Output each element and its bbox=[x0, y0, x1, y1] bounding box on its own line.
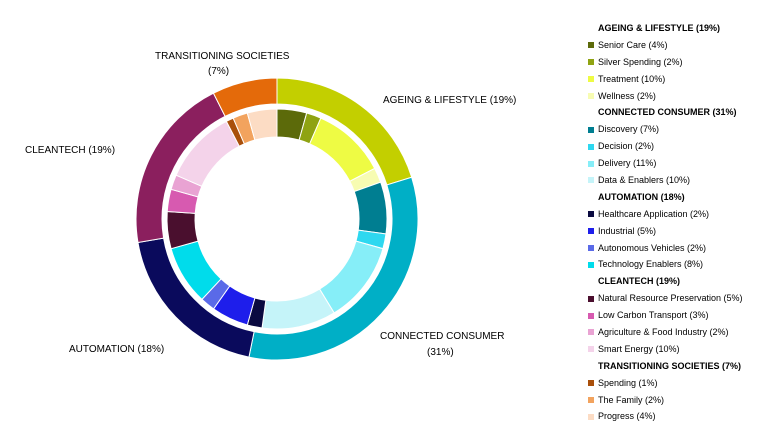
legend-group-cleantech: CLEANTECH (19%) bbox=[598, 276, 681, 287]
legend-label: Senior Care (4%) bbox=[598, 39, 668, 50]
legend-item-progress: Progress (4%) bbox=[588, 408, 768, 425]
outer-labels: AGEING & LIFESTYLE (19%) CONNECTED CONSUM… bbox=[25, 51, 516, 358]
legend-swatch bbox=[588, 228, 594, 235]
legend-label: Wellness (2%) bbox=[598, 90, 656, 101]
legend: AGEING & LIFESTYLE (19%) Senior Care (4%)… bbox=[588, 20, 768, 425]
legend-swatch bbox=[588, 93, 594, 99]
outer-label-transitioning-societies-pct: (7%) bbox=[208, 66, 229, 77]
outer-label-cleantech: CLEANTECH (19%) bbox=[25, 145, 115, 156]
legend-item-senior-care: Senior Care (4%) bbox=[588, 37, 768, 54]
legend-swatch bbox=[588, 76, 594, 83]
legend-item-industrial: Industrial (5%) bbox=[588, 223, 768, 240]
legend-item-silver-spending: Silver Spending (2%) bbox=[588, 54, 768, 71]
legend-swatch bbox=[588, 160, 594, 167]
legend-label: Discovery (7%) bbox=[598, 124, 660, 135]
legend-label: Industrial (5%) bbox=[598, 225, 657, 236]
legend-item-low-carbon-transport: Low Carbon Transport (3%) bbox=[588, 307, 768, 324]
legend-label: Low Carbon Transport (3%) bbox=[598, 310, 709, 321]
outer-label-transitioning-societies: TRANSITIONING SOCIETIES bbox=[155, 51, 290, 62]
legend-swatch bbox=[588, 261, 594, 268]
outer-label-automation: AUTOMATION (18%) bbox=[69, 344, 164, 355]
legend-label: Data & Enablers (10%) bbox=[598, 175, 691, 186]
legend-swatch bbox=[588, 346, 594, 353]
legend-label: Autonomous Vehicles (2%) bbox=[598, 242, 707, 253]
legend-swatch bbox=[588, 177, 594, 184]
legend-swatch bbox=[588, 211, 594, 218]
legend-label: Natural Resource Preservation (5%) bbox=[598, 293, 743, 304]
legend-swatch bbox=[588, 245, 594, 252]
legend-group-connected-consumer: CONNECTED CONSUMER (31%) bbox=[598, 107, 737, 118]
legend-item-healthcare-application: Healthcare Application (2%) bbox=[588, 206, 768, 223]
legend-swatch bbox=[588, 312, 594, 319]
legend-label: Spending (1%) bbox=[598, 377, 658, 388]
legend-item-decision: Decision (2%) bbox=[588, 138, 768, 155]
legend-label: Decision (2%) bbox=[598, 141, 655, 152]
inner-slice-data-enablers bbox=[261, 288, 335, 330]
legend-item-delivery: Delivery (11%) bbox=[588, 155, 768, 172]
outer-ring bbox=[135, 77, 419, 361]
legend-label: Agriculture & Food Industry (2%) bbox=[598, 327, 729, 338]
legend-label: Healthcare Application (2%) bbox=[598, 208, 710, 219]
legend-label: Silver Spending (2%) bbox=[598, 56, 683, 67]
legend-group-automation: AUTOMATION (18%) bbox=[598, 191, 685, 202]
legend-item-discovery: Discovery (7%) bbox=[588, 121, 768, 138]
legend-item-spending: Spending (1%) bbox=[588, 375, 768, 392]
legend-item-treatment: Treatment (10%) bbox=[588, 71, 768, 88]
legend-swatch bbox=[588, 143, 594, 150]
legend-item-technology-enablers: Technology Enablers (8%) bbox=[588, 256, 768, 273]
legend-swatch bbox=[588, 59, 594, 66]
legend-item-autonomous-vehicles: Autonomous Vehicles (2%) bbox=[588, 240, 768, 257]
legend-item-the-family: The Family (2%) bbox=[588, 392, 768, 409]
legend-label: The Family (2%) bbox=[598, 394, 665, 405]
legend-label: Delivery (11%) bbox=[598, 158, 657, 169]
legend-item-natural-resource-preservation: Natural Resource Preservation (5%) bbox=[588, 290, 768, 307]
legend-item-data-enablers: Data & Enablers (10%) bbox=[588, 172, 768, 189]
inner-slice-progress bbox=[246, 108, 278, 141]
legend-label: Smart Energy (10%) bbox=[598, 343, 680, 354]
legend-item-wellness: Wellness (2%) bbox=[588, 88, 768, 105]
legend-group-ageing-lifestyle: AGEING & LIFESTYLE (19%) bbox=[598, 23, 721, 33]
legend-swatch bbox=[588, 380, 594, 387]
legend-swatch bbox=[588, 329, 594, 336]
legend-label: Treatment (10%) bbox=[598, 73, 666, 84]
legend-swatch bbox=[588, 413, 594, 420]
inner-ring bbox=[166, 108, 388, 330]
legend-item-agriculture-food-industry: Agriculture & Food Industry (2%) bbox=[588, 324, 768, 341]
legend-swatch bbox=[588, 397, 594, 404]
legend-label: Progress (4%) bbox=[598, 411, 656, 422]
inner-slice-discovery bbox=[353, 181, 388, 235]
legend-swatch bbox=[588, 42, 594, 49]
legend-swatch bbox=[588, 295, 594, 302]
outer-label-connected-consumer: CONNECTED CONSUMER bbox=[380, 331, 504, 342]
legend-group-transitioning-societies: TRANSITIONING SOCIETIES (7%) bbox=[598, 360, 742, 371]
outer-label-ageing-lifestyle: AGEING & LIFESTYLE (19%) bbox=[383, 95, 516, 106]
legend-swatch bbox=[588, 126, 594, 133]
outer-label-connected-consumer-pct: (31%) bbox=[427, 347, 454, 358]
outer-slice-transitioning-societies bbox=[212, 77, 278, 118]
legend-item-smart-energy: Smart Energy (10%) bbox=[588, 341, 768, 358]
legend-label: Technology Enablers (8%) bbox=[598, 259, 704, 270]
